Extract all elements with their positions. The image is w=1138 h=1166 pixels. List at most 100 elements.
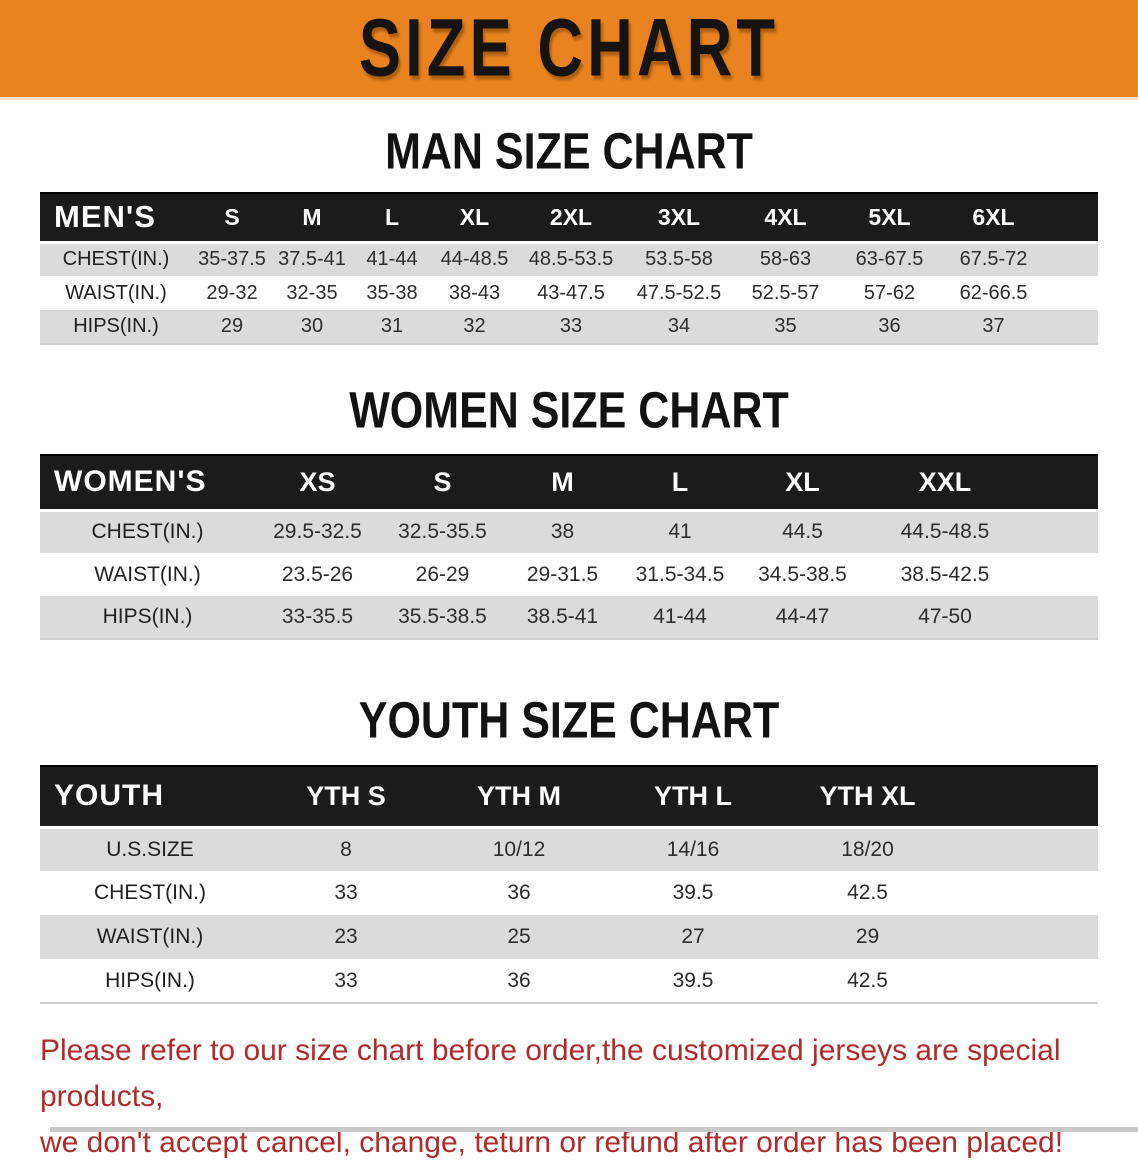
size-value: 39.5 (606, 871, 780, 915)
column-header: XL (740, 454, 865, 512)
size-value: 31.5-34.5 (620, 553, 740, 596)
column-header: XXL (865, 454, 1025, 512)
column-header: L (620, 454, 740, 512)
spacer-cell (955, 765, 1098, 829)
size-value: 44-47 (740, 596, 865, 639)
size-chart-title: SIZE CHART (358, 2, 780, 95)
table-row: HIPS(IN.) 33-35.5 35.5-38.5 38.5-41 41-44 44-… (40, 596, 1098, 639)
youth-size-chart-heading: YOUTH SIZE CHART (0, 693, 1138, 750)
row-label: WAIST(IN.) (40, 553, 255, 596)
size-value: 26-29 (380, 553, 505, 596)
youth-size-table: YOUTH YTH S YTH M YTH L YTH XL U.S.SIZE 8 10/12… (40, 765, 1098, 1004)
column-header: YTH S (260, 765, 432, 829)
size-value: 44.5 (740, 510, 865, 553)
spacer-cell (1025, 596, 1098, 639)
women-size-chart-heading: WOMEN SIZE CHART (0, 383, 1138, 440)
size-value: 67.5-72 (941, 242, 1046, 276)
spacer-cell (955, 827, 1098, 871)
size-value: 36 (838, 310, 941, 344)
column-header: L (352, 192, 432, 244)
size-value: 35-38 (352, 276, 432, 310)
spacer-cell (955, 915, 1098, 959)
size-value: 35.5-38.5 (380, 596, 505, 639)
size-value: 41-44 (352, 242, 432, 276)
size-value: 58-63 (733, 242, 838, 276)
row-label: WAIST(IN.) (40, 276, 192, 310)
row-label: HIPS(IN.) (40, 310, 192, 344)
size-value: 18/20 (780, 827, 955, 871)
size-value: 35 (733, 310, 838, 344)
size-value: 32-35 (272, 276, 352, 310)
size-value: 39.5 (606, 959, 780, 1003)
size-value: 33 (260, 959, 432, 1003)
table-row: WAIST(IN.) 23 25 27 29 (40, 915, 1098, 959)
column-header: 4XL (733, 192, 838, 244)
size-value: 31 (352, 310, 432, 344)
column-header: 2XL (517, 192, 625, 244)
size-value: 10/12 (432, 827, 606, 871)
table-row: U.S.SIZE 8 10/12 14/16 18/20 (40, 827, 1098, 871)
man-size-chart-heading-text: MAN SIZE CHART (385, 123, 753, 181)
size-value: 38 (505, 510, 620, 553)
disclaimer-text: Please refer to our size chart before or… (40, 1028, 1108, 1166)
disclaimer-line1: Please refer to our size chart before or… (40, 1034, 1061, 1113)
table-row: WAIST(IN.) 23.5-26 26-29 29-31.5 31.5-34.5 34… (40, 553, 1098, 596)
row-label: HIPS(IN.) (40, 596, 255, 639)
size-value: 34 (625, 310, 733, 344)
size-value: 38-43 (432, 276, 517, 310)
column-header: YTH L (606, 765, 780, 829)
table-header-row: MEN'S S M L XL 2XL 3XL 4XL 5XL 6XL (40, 192, 1098, 244)
table-row: CHEST(IN.) 29.5-32.5 32.5-35.5 38 41 44.5 44.5… (40, 510, 1098, 553)
spacer-cell (1025, 510, 1098, 553)
spacer-cell (955, 871, 1098, 915)
men-size-table: MEN'S S M L XL 2XL 3XL 4XL 5XL 6XL CHEST(IN.) 35-37… (40, 192, 1098, 345)
size-value: 29-31.5 (505, 553, 620, 596)
row-label: CHEST(IN.) (40, 871, 260, 915)
size-value: 37.5-41 (272, 242, 352, 276)
table-corner-label: YOUTH (40, 765, 260, 829)
size-value: 36 (432, 959, 606, 1003)
spacer-cell (1025, 454, 1098, 512)
size-value: 38.5-42.5 (865, 553, 1025, 596)
spacer-cell (955, 959, 1098, 1003)
column-header: 3XL (625, 192, 733, 244)
size-value: 44-48.5 (432, 242, 517, 276)
size-value: 33-35.5 (255, 596, 380, 639)
size-value: 63-67.5 (838, 242, 941, 276)
column-header: XL (432, 192, 517, 244)
size-value: 53.5-58 (625, 242, 733, 276)
size-value: 62-66.5 (941, 276, 1046, 310)
size-value: 52.5-57 (733, 276, 838, 310)
youth-size-chart-heading-text: YOUTH SIZE CHART (358, 692, 780, 750)
size-value: 32.5-35.5 (380, 510, 505, 553)
size-value: 27 (606, 915, 780, 959)
size-value: 33 (260, 871, 432, 915)
size-value: 32 (432, 310, 517, 344)
spacer-cell (1046, 242, 1098, 276)
table-row: WAIST(IN.) 29-32 32-35 35-38 38-43 43-47.5 47.… (40, 276, 1098, 310)
column-header: 5XL (838, 192, 941, 244)
size-value: 44.5-48.5 (865, 510, 1025, 553)
size-value: 41 (620, 510, 740, 553)
column-header: YTH M (432, 765, 606, 829)
row-label: WAIST(IN.) (40, 915, 260, 959)
size-value: 42.5 (780, 871, 955, 915)
size-value: 23 (260, 915, 432, 959)
man-size-chart-heading: MAN SIZE CHART (0, 124, 1138, 181)
column-header: S (192, 192, 272, 244)
size-value: 30 (272, 310, 352, 344)
column-header: M (505, 454, 620, 512)
size-value: 42.5 (780, 959, 955, 1003)
size-value: 47-50 (865, 596, 1025, 639)
row-label: CHEST(IN.) (40, 510, 255, 553)
size-value: 43-47.5 (517, 276, 625, 310)
column-header: YTH XL (780, 765, 955, 829)
column-header: S (380, 454, 505, 512)
table-row: CHEST(IN.) 33 36 39.5 42.5 (40, 871, 1098, 915)
column-header: XS (255, 454, 380, 512)
size-value: 37 (941, 310, 1046, 344)
women-size-table: WOMEN'S XS S M L XL XXL CHEST(IN.) 29.5-32.5 32.5… (40, 454, 1098, 640)
column-header: M (272, 192, 352, 244)
size-value: 29-32 (192, 276, 272, 310)
